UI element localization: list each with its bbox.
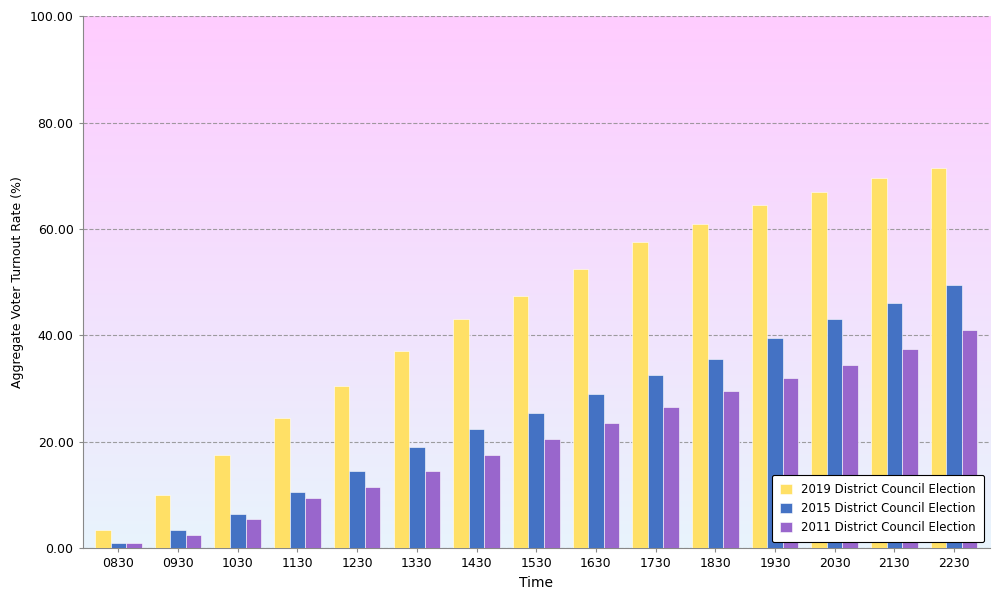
Bar <box>812 192 827 548</box>
Bar <box>902 349 918 548</box>
Bar <box>155 495 170 548</box>
Bar <box>544 439 560 548</box>
Bar <box>931 168 946 548</box>
Bar <box>843 365 858 548</box>
Bar <box>529 413 544 548</box>
Bar <box>752 205 767 548</box>
Bar <box>95 529 111 548</box>
Bar <box>186 535 201 548</box>
Bar <box>767 338 783 548</box>
Bar <box>946 285 962 548</box>
Bar <box>409 447 424 548</box>
Bar <box>393 352 409 548</box>
Bar <box>334 386 349 548</box>
Bar <box>827 320 843 548</box>
Legend: 2019 District Council Election, 2015 District Council Election, 2011 District Co: 2019 District Council Election, 2015 Dis… <box>772 475 984 543</box>
Bar <box>692 224 708 548</box>
Bar <box>871 178 887 548</box>
Bar <box>245 519 261 548</box>
Bar <box>723 391 739 548</box>
Bar <box>648 376 664 548</box>
Bar <box>589 394 604 548</box>
Bar <box>214 455 230 548</box>
X-axis label: Time: Time <box>520 576 554 590</box>
Bar <box>126 543 142 548</box>
Bar <box>573 269 589 548</box>
Bar <box>170 529 186 548</box>
Bar <box>664 407 679 548</box>
Bar <box>708 359 723 548</box>
Bar <box>274 418 289 548</box>
Bar <box>468 429 484 548</box>
Bar <box>604 423 620 548</box>
Bar <box>365 487 380 548</box>
Bar <box>633 242 648 548</box>
Bar <box>962 330 977 548</box>
Bar <box>230 514 245 548</box>
Bar <box>453 320 468 548</box>
Bar <box>289 492 305 548</box>
Bar <box>513 296 529 548</box>
Bar <box>484 455 499 548</box>
Bar <box>424 471 440 548</box>
Bar <box>111 543 126 548</box>
Bar <box>305 498 320 548</box>
Bar <box>783 378 798 548</box>
Y-axis label: Aggregate Voter Turnout Rate (%): Aggregate Voter Turnout Rate (%) <box>11 176 24 388</box>
Bar <box>349 471 365 548</box>
Bar <box>887 304 902 548</box>
